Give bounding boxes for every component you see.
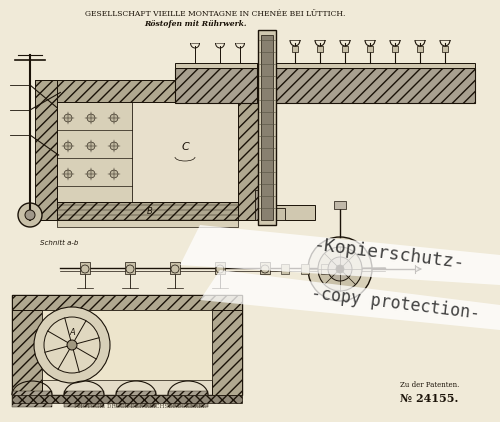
Bar — [125, 262, 135, 274]
Bar — [255, 190, 270, 220]
Circle shape — [18, 203, 42, 227]
Text: Schnitt a-b: Schnitt a-b — [40, 240, 78, 246]
Text: PHOTOGR. DRUCK DER REICHSDRUCKEREI.: PHOTOGR. DRUCK DER REICHSDRUCKEREI. — [74, 405, 206, 409]
Bar — [442, 46, 448, 52]
Bar — [116, 391, 156, 407]
Circle shape — [318, 247, 362, 291]
Bar — [12, 295, 242, 395]
Bar — [240, 63, 475, 68]
Bar — [168, 391, 208, 407]
Polygon shape — [180, 225, 500, 285]
Bar — [42, 310, 212, 380]
Bar — [80, 262, 90, 274]
Text: A: A — [69, 328, 75, 337]
Bar — [317, 46, 323, 52]
Bar — [392, 46, 398, 52]
Circle shape — [25, 210, 35, 220]
Bar — [301, 264, 309, 274]
Bar — [132, 102, 238, 202]
Bar — [35, 202, 260, 220]
Bar — [238, 80, 260, 220]
Bar — [12, 295, 42, 395]
Bar — [35, 80, 260, 102]
Circle shape — [87, 142, 95, 150]
Bar — [292, 46, 298, 52]
Bar — [175, 63, 257, 68]
Bar — [270, 68, 475, 103]
Bar — [12, 391, 52, 407]
Circle shape — [328, 257, 352, 281]
Bar — [265, 208, 285, 220]
Text: № 24155.: № 24155. — [400, 392, 458, 403]
Circle shape — [110, 142, 118, 150]
Text: -Kopierschutz-: -Kopierschutz- — [314, 236, 466, 272]
Circle shape — [110, 170, 118, 178]
Bar — [170, 262, 180, 274]
Bar — [261, 35, 273, 220]
Bar — [417, 46, 423, 52]
Circle shape — [64, 142, 72, 150]
Bar — [215, 262, 225, 274]
Circle shape — [67, 340, 77, 350]
Circle shape — [44, 317, 100, 373]
Bar — [258, 30, 276, 225]
Bar — [281, 264, 289, 274]
Circle shape — [87, 114, 95, 122]
Text: B: B — [147, 207, 153, 216]
Bar — [12, 395, 242, 403]
Bar — [321, 264, 329, 274]
Circle shape — [336, 265, 344, 273]
Circle shape — [110, 114, 118, 122]
Bar — [367, 46, 373, 52]
Circle shape — [87, 170, 95, 178]
Polygon shape — [200, 270, 500, 330]
Bar — [175, 68, 257, 103]
Bar — [334, 201, 346, 209]
Circle shape — [64, 170, 72, 178]
Text: -copy protection-: -copy protection- — [310, 284, 480, 322]
Bar — [12, 295, 242, 310]
Bar — [57, 202, 238, 227]
Circle shape — [34, 307, 110, 383]
Bar — [260, 205, 315, 220]
Bar — [260, 262, 270, 274]
Text: GESELLSCHAFT VIEILLE MONTAGNE IN CHENÉE BEI LÜTTICH.: GESELLSCHAFT VIEILLE MONTAGNE IN CHENÉE … — [85, 10, 345, 18]
Bar — [342, 46, 348, 52]
Text: Zu der Patenten.: Zu der Patenten. — [400, 381, 460, 389]
Bar — [212, 295, 242, 395]
Circle shape — [64, 114, 72, 122]
Text: Röstofen mit Rührwerk.: Röstofen mit Rührwerk. — [144, 20, 246, 28]
Text: C: C — [181, 142, 189, 152]
Bar — [35, 80, 57, 220]
Bar — [64, 391, 104, 407]
Circle shape — [308, 237, 372, 301]
Bar — [57, 102, 132, 202]
